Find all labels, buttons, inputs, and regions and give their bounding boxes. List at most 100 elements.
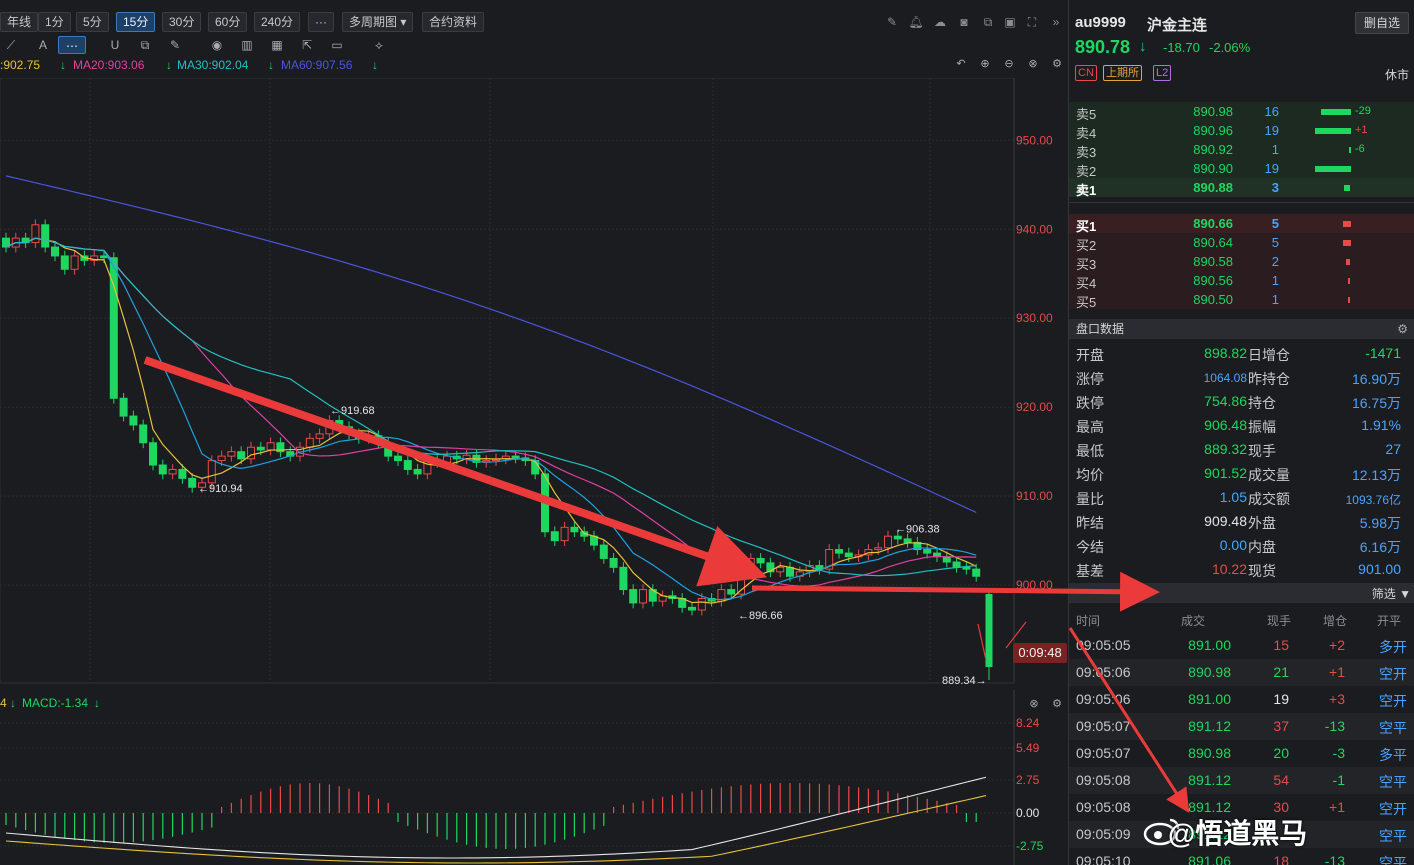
tick-row[interactable]: 09:05:09 891.12 空平 [1069,821,1414,848]
layers-icon[interactable]: ⧉ [140,38,150,52]
ask-row[interactable]: 卖5 890.98 16 -29 [1069,102,1414,122]
ask-row[interactable]: 卖1 890.88 3 [1069,178,1414,198]
tick-time: 09:05:07 [1076,718,1131,734]
timeframe-0[interactable]: 年线 [0,12,39,32]
monitor-icon[interactable]: ▣ [1004,15,1016,29]
bid-row[interactable]: 买4 890.56 1 [1069,271,1414,291]
timeframe-8[interactable]: 多周期图 ▾ [342,12,414,32]
cloud-icon[interactable]: ☁ [934,15,946,29]
copy-icon[interactable]: ⧉ [983,15,993,29]
candlestick-chart[interactable]: 950.00 940.00 930.00 920.00 910.00 900.00 ←919… [0,78,1068,688]
tick-type: 空平 [1379,774,1407,790]
tick-row[interactable]: 09:05:10 891.06 18 -13 空平 [1069,848,1414,865]
stat-value-2: 6.16万 [1359,539,1401,555]
bid-row[interactable]: 买1 890.66 5 [1069,214,1414,234]
bid-volume-bar [1348,278,1350,284]
settings-icon[interactable]: ⚙ [1052,58,1062,70]
bell-icon[interactable]: 🔔︎ [908,15,924,29]
macd-tick-label: 5.49 [1016,741,1040,755]
remove-watchlist-button[interactable]: 删自选 [1355,12,1409,34]
tick-time: 09:05:08 [1076,772,1131,788]
candle [985,594,993,667]
filter-bar: 筛选 ▼ [1069,583,1414,603]
close-icon[interactable]: ⊗ [1028,58,1038,70]
tick-row[interactable]: 09:05:05 891.00 15 +2 多开 [1069,632,1414,659]
candle [237,451,246,460]
stat-value: 754.86 [1204,393,1247,409]
candle [629,589,638,604]
trash-icon[interactable]: ▥ [241,38,253,52]
price-change-pct: -2.06% [1209,40,1251,55]
comment-icon[interactable]: ▭ [331,38,343,52]
stat-value: 898.82 [1204,345,1247,361]
bid-volume-bar [1346,259,1350,265]
stat-label: 量比 [1076,491,1104,507]
chart-area[interactable]: 年线 1分 5分 15分 30分 60分 240分 ··· 多周期图 ▾ 合约资料 ⟋ A ⋯ U… [0,0,1068,865]
ask-row[interactable]: 卖4 890.96 19 +1 [1069,121,1414,141]
macd-close-icon[interactable]: ⊗ [1029,698,1039,710]
timeframe-9[interactable]: 合约资料 [422,12,485,32]
ma20-line [5,237,977,587]
tick-time: 09:05:06 [1076,691,1131,707]
timeframe-4[interactable]: 30分 [162,12,202,32]
ask-delta: +1 [1355,124,1368,136]
price-annotation: 889.34→ [942,675,987,687]
candle [844,552,853,558]
candle [100,255,108,259]
tick-row[interactable]: 09:05:08 891.12 54 -1 空平 [1069,767,1414,794]
timeframe-5[interactable]: 60分 [208,12,248,32]
stat-value-2: 5.98万 [1359,515,1401,531]
text-tool-icon[interactable]: A [38,38,47,52]
magnet-icon[interactable]: U [110,38,120,52]
undo-icon[interactable]: ↶ [956,58,966,70]
bid-price: 890.56 [1193,273,1233,288]
candle [384,442,393,457]
ask-row[interactable]: 卖3 890.92 1 -6 [1069,140,1414,160]
ask-row[interactable]: 卖2 890.90 19 [1069,159,1414,179]
ruler-icon[interactable]: ⟡ [375,38,383,52]
tick-row[interactable]: 09:05:07 891.12 37 -13 空平 [1069,713,1414,740]
export-icon[interactable]: ⇱ [301,38,313,52]
zoom-out-icon[interactable]: ⊖ [1004,58,1014,70]
bid-row[interactable]: 买5 890.50 1 [1069,290,1414,310]
draw-icon[interactable]: ✎ [886,15,898,29]
tick-oi-change: +2 [1329,637,1345,653]
zoom-in-icon[interactable]: ⊕ [980,58,990,70]
timeframe-2[interactable]: 5分 [76,12,109,32]
tick-row[interactable]: 09:05:07 890.98 20 -3 多平 [1069,740,1414,767]
macd-prefix: 4 [0,696,7,710]
macd-chart[interactable]: 8.24 5.49 2.75 0.00 -2.75 [0,690,1068,865]
timeframe-3[interactable]: 15分 [116,12,156,32]
col-oi: 增仓 [1323,614,1348,628]
bid-volume-bar [1348,297,1350,303]
trendline-icon[interactable]: ⟋ [6,38,16,52]
stats-row: 跌停 754.86 持仓 16.75万 [1069,389,1414,413]
tick-time: 09:05:07 [1076,745,1131,761]
candle [697,597,706,611]
more-tools-icon[interactable]: ⋯ [58,36,86,54]
ask-volume-bar [1315,166,1351,172]
tick-price: 891.00 [1188,691,1231,707]
timeframe-1[interactable]: 1分 [38,12,71,32]
chevron-right-icon[interactable]: » [1052,15,1060,29]
camera-icon[interactable]: ◙ [960,15,968,29]
gear-icon[interactable]: ⚙ [1397,322,1408,336]
candle [129,415,138,426]
timeframe-7[interactable]: ··· [308,12,334,32]
candle [2,237,10,248]
bid-row[interactable]: 买2 890.64 5 [1069,233,1414,253]
stats-row: 涨停 1064.08 昨持仓 16.90万 [1069,365,1414,389]
grid-icon[interactable]: ▦ [271,38,283,52]
fullscreen-icon[interactable]: ⛶ [1027,15,1037,29]
ask-label: 卖1 [1076,183,1097,198]
eye-icon[interactable]: ◉ [211,38,223,52]
tick-row[interactable]: 09:05:06 890.98 21 +1 空开 [1069,659,1414,686]
macd-settings-icon[interactable]: ⚙ [1052,698,1062,710]
pencil-icon[interactable]: ✎ [169,38,181,52]
stat-value: 0.00 [1219,537,1247,553]
tick-row[interactable]: 09:05:06 891.00 19 +3 空开 [1069,686,1414,713]
bid-row[interactable]: 买3 890.58 2 [1069,252,1414,272]
stat-label-2: 内盘 [1248,539,1276,555]
filter-button[interactable]: 筛选 ▼ [1372,585,1411,602]
timeframe-6[interactable]: 240分 [254,12,301,32]
